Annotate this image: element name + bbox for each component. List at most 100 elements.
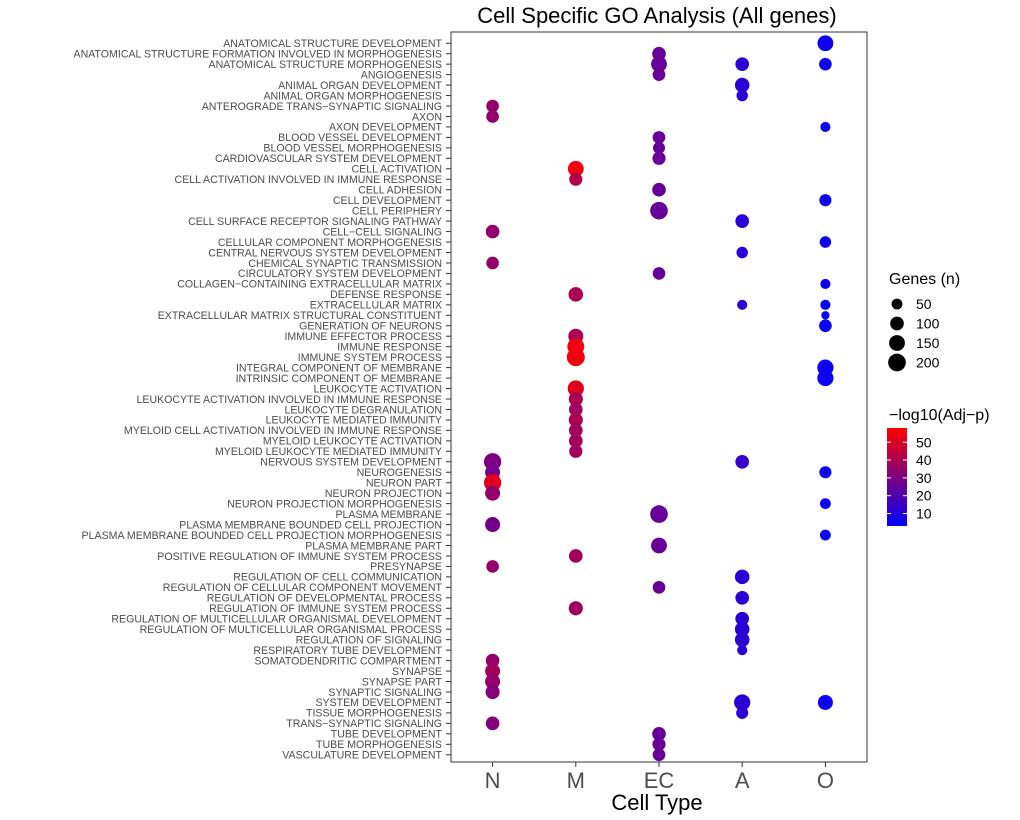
data-point [566,348,585,367]
color-legend-label: 10 [916,506,932,522]
data-point [486,256,499,270]
y-tick-label: GENERATION OF NEURONS [299,321,442,333]
y-tick-label: PRESYNAPSE [370,561,442,573]
y-tick-label: CARDIOVASCULAR SYSTEM DEVELOPMENT [215,153,443,165]
y-tick-label: SYNAPSE [392,666,442,678]
y-tick-label: NEUROGENESIS [357,467,442,479]
data-point [734,632,750,647]
y-tick-label: REGULATION OF CELL COMMUNICATION [233,572,442,584]
data-point [817,694,833,710]
y-tick-label: SYNAPSE PART [362,676,443,688]
data-point [735,57,750,71]
y-tick-label: ANTEROGRADE TRANS−SYNAPTIC SIGNALING [202,101,442,113]
color-legend-label: 20 [916,488,932,504]
size-legend-key [891,298,903,310]
color-legend-title: −log10(Adj−p) [889,407,990,424]
x-axis-labels: N M EC A O [485,768,834,793]
y-tick-label: CELLULAR COMPONENT MORPHOGENESIS [218,237,442,249]
y-tick-label: EXTRACELLULAR MATRIX [310,300,442,312]
y-tick-label: REGULATION OF DEVELOPMENTAL PROCESS [207,593,442,605]
size-legend-key [888,353,906,372]
y-tick-label: NEURON PART [366,478,443,490]
y-tick-label: REGULATION OF MULTICELLULAR ORGANISMAL D… [111,614,442,626]
data-point [568,287,584,302]
data-point [650,201,668,220]
data-point [821,311,830,320]
y-tick-label: EXTRACELLULAR MATRIX STRUCTURAL CONSTITU… [158,310,443,322]
y-tick-label: SYSTEM DEVELOPMENT [315,697,442,709]
y-tick-label: NEURON PROJECTION [325,488,442,500]
y-axis-labels: ANATOMICAL STRUCTURE DEVELOPMENTANATOMIC… [74,38,443,762]
x-axis-title: Cell Type [611,790,702,815]
data-point [734,621,750,637]
data-point [819,466,832,479]
data-point [569,444,583,458]
y-tick-label: MYELOID LEUKOCYTE MEDIATED IMMUNITY [215,446,442,458]
data-point [567,160,584,177]
y-tick-label: ANATOMICAL STRUCTURE MORPHOGENESIS [209,59,442,71]
y-tick-label: ANGIOGENESIS [361,69,442,81]
data-point [483,474,502,492]
y-tick-label: ANATOMICAL STRUCTURE DEVELOPMENT [223,38,442,50]
size-legend-key [889,335,905,351]
y-tick-label: LEUKOCYTE DEGRANULATION [284,404,442,416]
y-tick-label: CELL ACTIVATION INVOLVED IN IMMUNE RESPO… [175,174,442,186]
data-points [483,35,834,762]
data-point [820,121,831,132]
y-tick-label: RESPIRATORY TUBE DEVELOPMENT [253,645,442,657]
data-point [652,727,666,741]
y-tick-label: INTEGRAL COMPONENT OF MEMBRANE [236,362,442,374]
y-axis-ticks [446,42,451,756]
data-point [651,537,667,554]
y-tick-label: LEUKOCYTE ACTIVATION [313,383,442,395]
y-tick-label: AXON [412,111,442,123]
y-tick-label: PLASMA MEMBRANE BOUNDED CELL PROJECTION … [82,530,442,542]
data-point [737,299,748,310]
color-legend: −log10(Adj−p) 10 20 30 40 50 [887,407,990,526]
data-point [486,560,499,573]
data-point [568,601,583,616]
color-legend-label: 50 [916,434,932,450]
data-point [736,246,748,259]
data-point [819,236,832,248]
data-point [652,68,666,81]
y-tick-label: LEUKOCYTE MEDIATED IMMUNITY [266,415,442,427]
x-tick-label: EC [644,768,675,793]
y-tick-label: ANATOMICAL STRUCTURE FORMATION INVOLVED … [74,48,442,60]
data-point [568,423,583,438]
y-tick-label: IMMUNE EFFECTOR PROCESS [284,331,442,343]
data-point [652,581,666,594]
data-point [734,77,750,93]
size-legend-label: 150 [916,335,940,351]
y-tick-label: PLASMA MEMBRANE PART [305,540,442,552]
y-tick-label: VASCULATURE DEVELOPMENT [282,750,442,762]
data-point [819,498,831,510]
y-tick-label: TISSUE MORPHOGENESIS [306,708,442,720]
data-point [486,99,499,113]
data-point [820,278,831,289]
y-tick-label: CIRCULATORY SYSTEM DEVELOPMENT [238,268,443,280]
data-point [568,412,583,427]
data-point [485,485,501,501]
data-point [652,151,666,165]
x-tick-label: N [485,768,501,793]
size-legend-key [890,316,904,331]
y-tick-label: AXON DEVELOPMENT [329,122,443,134]
data-point [819,57,832,71]
y-tick-label: CELL DEVELOPMENT [333,195,443,207]
data-point [485,684,500,700]
data-point [652,182,666,197]
y-tick-label: LEUKOCYTE ACTIVATION INVOLVED IN IMMUNE … [136,394,442,406]
x-tick-label: O [817,768,834,793]
data-point [569,172,583,186]
data-point [652,748,666,762]
size-legend-title: Genes (n) [889,271,960,288]
y-tick-label: IMMUNE SYSTEM PROCESS [298,352,442,364]
y-tick-label: BLOOD VESSEL DEVELOPMENT [278,132,442,144]
y-tick-label: CELL SURFACE RECEPTOR SIGNALING PATHWAY [188,216,442,228]
data-point [737,645,748,656]
data-point [652,737,666,751]
y-tick-label: MYELOID LEUKOCYTE ACTIVATION [263,436,442,448]
data-point [486,110,499,123]
